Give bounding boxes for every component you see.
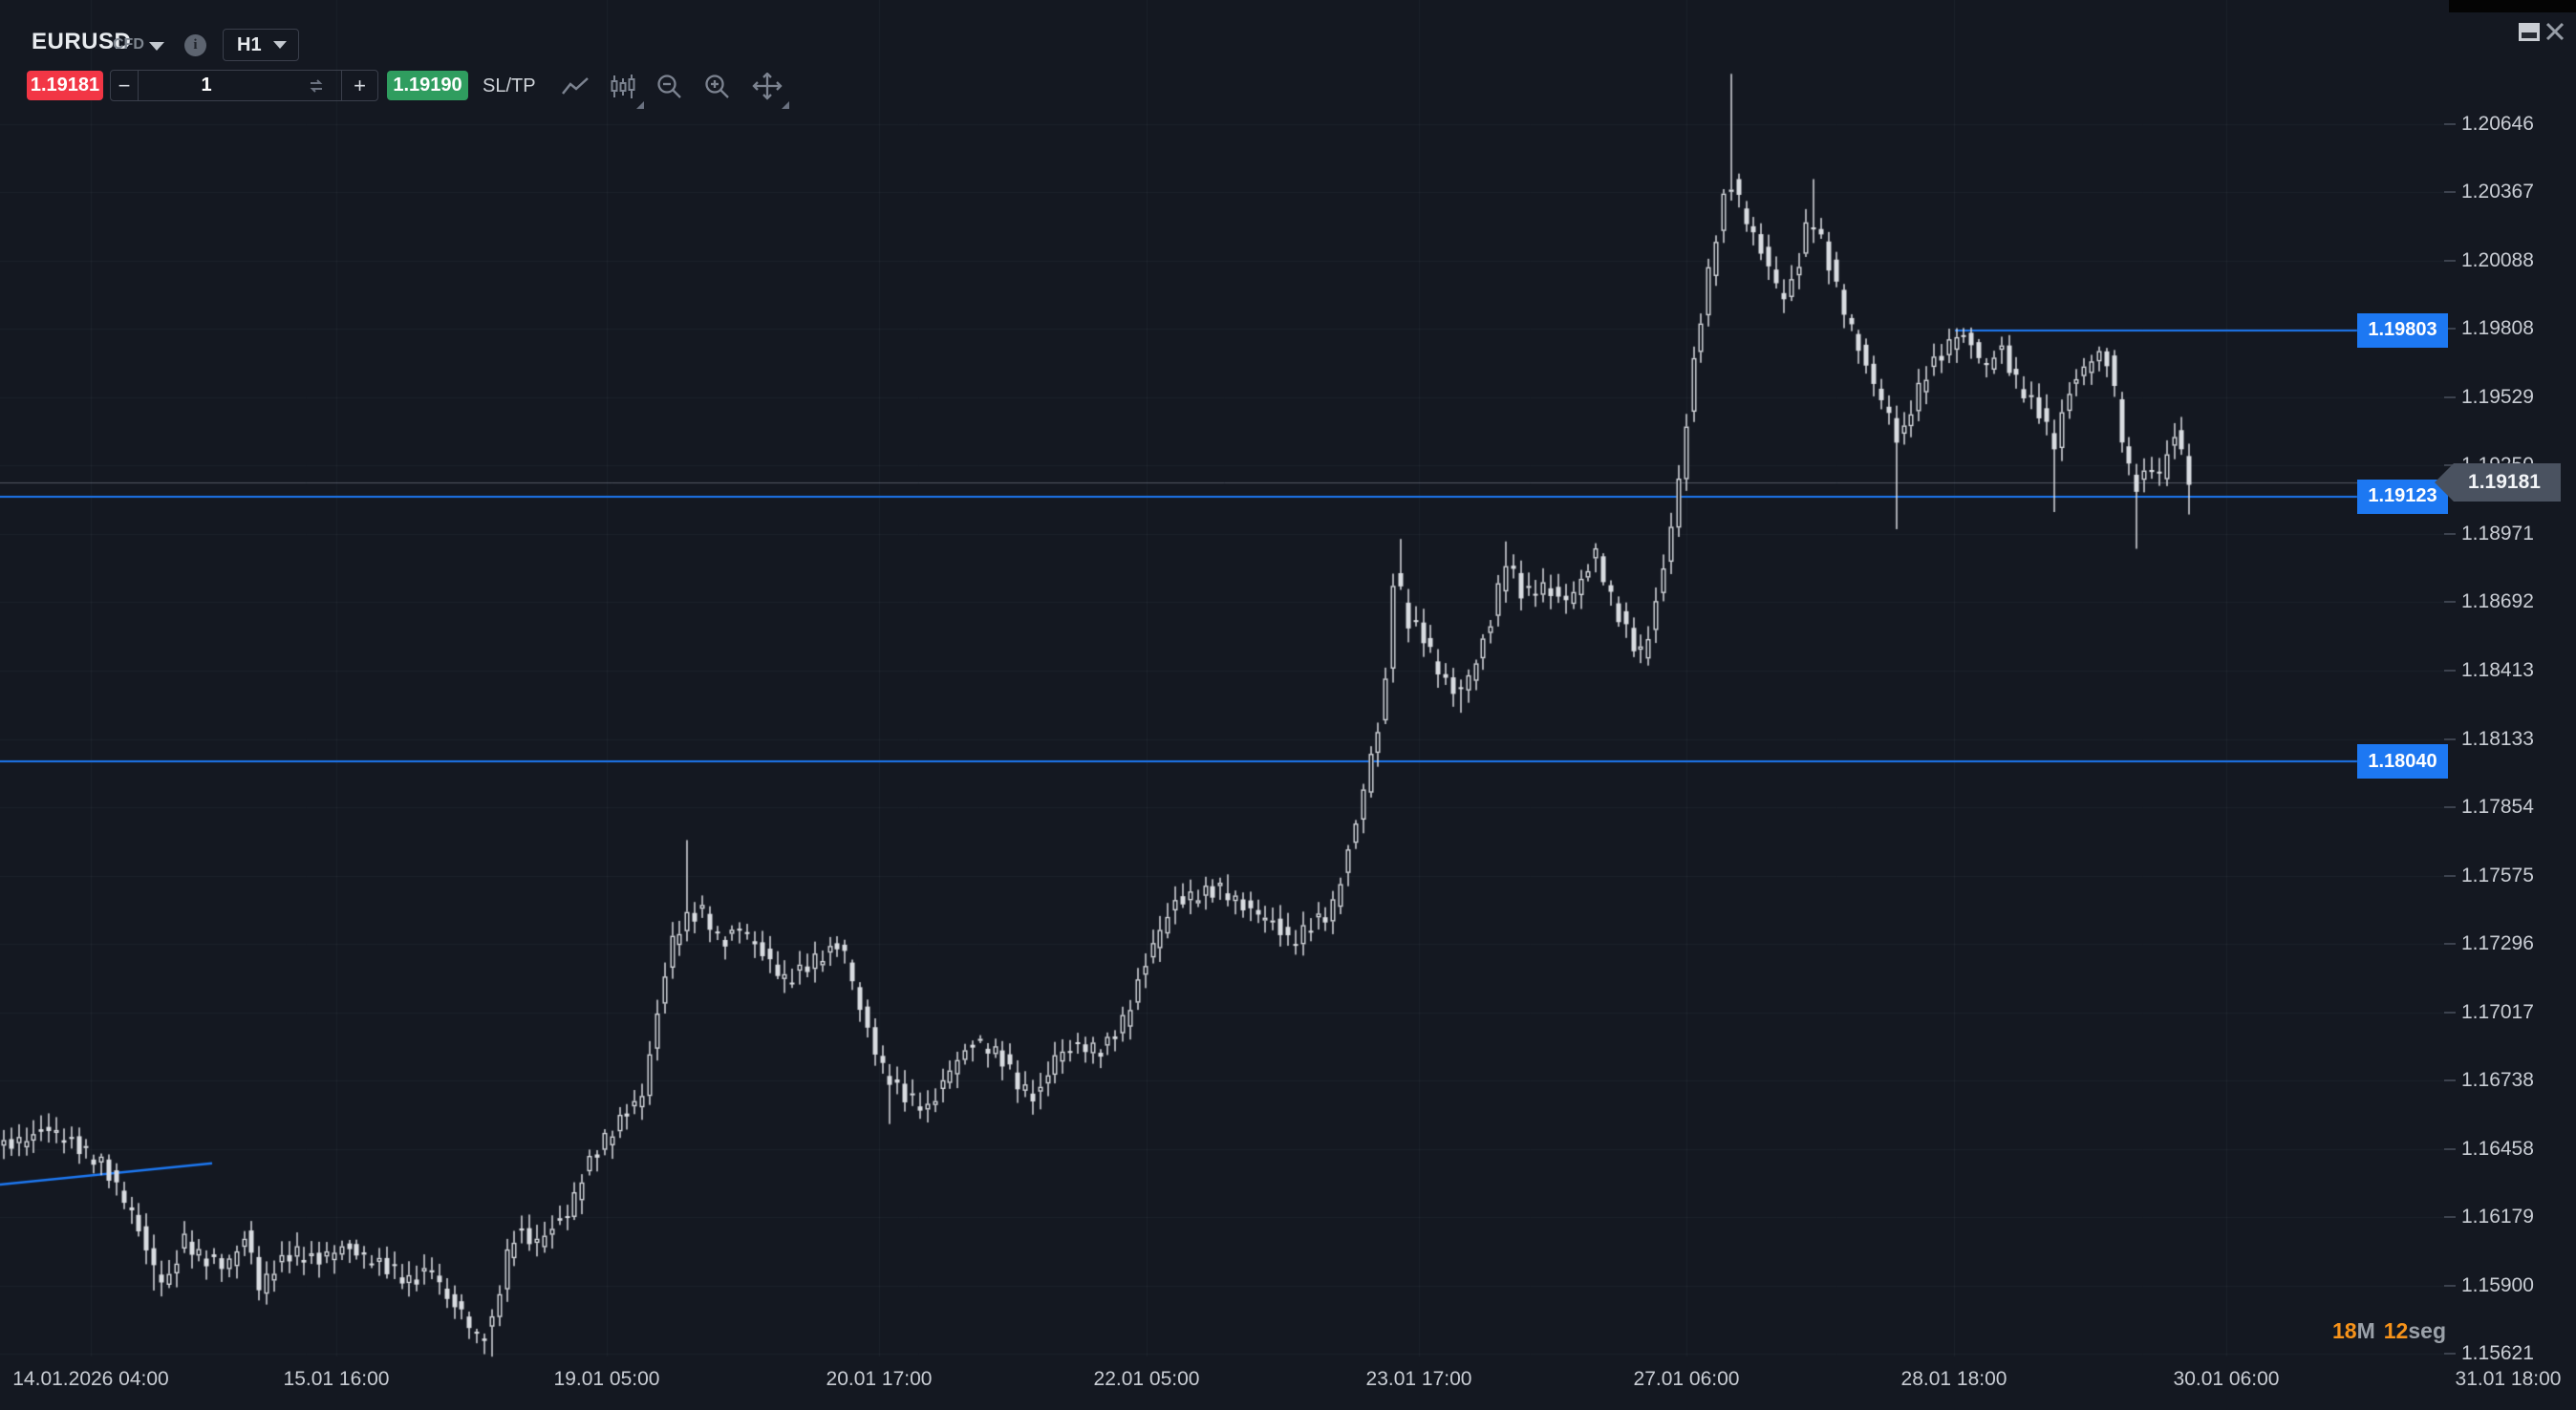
time-axis-label: 20.01 17:00 (826, 1368, 933, 1390)
price-axis-label: 1.18133 (2461, 727, 2534, 750)
timeframe-value: H1 (237, 33, 262, 55)
price-axis-tick (2444, 1353, 2456, 1356)
sltp-label[interactable]: SL/TP (483, 75, 536, 96)
price-axis-tick (2444, 737, 2456, 740)
price-axis-tick (2444, 1011, 2456, 1014)
time-axis-label: 28.01 18:00 (1900, 1368, 2007, 1390)
price-line-label[interactable]: 1.19123 (2357, 479, 2448, 514)
time-axis-label: 19.01 05:00 (553, 1368, 660, 1390)
pan-move-more-icon (782, 101, 789, 109)
buy-button[interactable]: 1.19190 (387, 71, 468, 100)
price-axis-label: 1.17296 (2461, 932, 2534, 955)
sell-button[interactable]: 1.19181 (27, 71, 103, 100)
price-axis-label: 1.20367 (2461, 181, 2534, 203)
price-axis-label: 1.15621 (2461, 1342, 2534, 1365)
price-axis-label: 1.20646 (2461, 112, 2534, 135)
timeframe-chevron-down-icon (273, 41, 287, 49)
price-axis-label: 1.19529 (2461, 385, 2534, 408)
price-axis-label: 1.18692 (2461, 590, 2534, 613)
price-axis-label: 1.18971 (2461, 522, 2534, 545)
countdown-seconds-unit: seg (2408, 1318, 2446, 1343)
price-axis-tick (2444, 806, 2456, 809)
time-axis-label: 23.01 17:00 (1365, 1368, 1472, 1390)
market-type-label: CFD (113, 36, 144, 53)
quantity-stepper[interactable]: − 1 + (110, 70, 378, 101)
price-axis-tick (2444, 669, 2456, 672)
minimize-button[interactable] (2519, 23, 2540, 41)
current-price-badge: 1.19181 (2435, 463, 2561, 502)
chart-canvas[interactable] (0, 0, 2449, 1410)
candle-countdown: 18M 12seg (2198, 1318, 2446, 1344)
candlestick-style-icon[interactable] (607, 73, 644, 109)
price-axis-tick (2444, 1216, 2456, 1219)
price-axis-tick (2444, 1284, 2456, 1287)
trend-line-icon[interactable] (559, 73, 591, 106)
price-axis-label: 1.17854 (2461, 796, 2534, 819)
timeframe-select[interactable]: H1 (223, 29, 299, 61)
price-line-label[interactable]: 1.19803 (2357, 312, 2448, 348)
time-axis-label: 14.01.2026 04:00 (12, 1368, 169, 1390)
price-axis-tick (2444, 601, 2456, 604)
quantity-reset-icon[interactable] (305, 75, 328, 102)
pan-move-icon[interactable] (750, 72, 789, 109)
price-axis-label: 1.17575 (2461, 864, 2534, 887)
price-axis-tick (2444, 328, 2456, 331)
price-axis-label: 1.20088 (2461, 248, 2534, 271)
info-icon[interactable]: i (184, 34, 206, 56)
price-axis-tick (2444, 464, 2456, 467)
price-axis-tick (2444, 874, 2456, 877)
price-axis-label: 1.15900 (2461, 1273, 2534, 1296)
price-axis-label: 1.16179 (2461, 1206, 2534, 1228)
price-axis-tick (2444, 122, 2456, 125)
quantity-decrease-button[interactable]: − (111, 71, 139, 100)
quantity-value[interactable]: 1 (201, 75, 212, 96)
price-axis-label: 1.16738 (2461, 1069, 2534, 1092)
time-axis-label: 30.01 06:00 (2173, 1368, 2280, 1390)
countdown-minutes: 18 (2332, 1318, 2357, 1343)
zoom-out-icon[interactable] (655, 73, 685, 106)
price-axis-label: 1.19808 (2461, 317, 2534, 340)
countdown-seconds: 12 (2383, 1318, 2409, 1343)
close-icon[interactable] (2544, 20, 2566, 48)
zoom-in-icon[interactable] (702, 73, 733, 106)
price-axis-tick (2444, 1079, 2456, 1082)
symbol-name: EURUSD (32, 29, 132, 54)
price-axis-label: 1.16458 (2461, 1137, 2534, 1160)
countdown-minutes-unit: M (2356, 1318, 2375, 1343)
price-line-label[interactable]: 1.18040 (2357, 744, 2448, 780)
time-axis-label: 22.01 05:00 (1093, 1368, 1200, 1390)
price-axis-label: 1.18413 (2461, 658, 2534, 681)
quantity-increase-button[interactable]: + (341, 71, 377, 100)
price-axis-tick (2444, 532, 2456, 535)
price-axis-tick (2444, 395, 2456, 398)
price-axis-tick (2444, 191, 2456, 194)
symbol-chevron-down-icon[interactable] (149, 42, 164, 51)
time-axis-label: 15.01 16:00 (283, 1368, 390, 1390)
price-axis-label: 1.17017 (2461, 1000, 2534, 1023)
price-axis-tick (2444, 943, 2456, 946)
price-axis-tick (2444, 1147, 2456, 1150)
price-axis-tick (2444, 259, 2456, 262)
time-axis-label: 31.01 18:00 (2455, 1368, 2562, 1390)
time-axis-label: 27.01 06:00 (1633, 1368, 1740, 1390)
candlestick-style-more-icon (636, 101, 644, 109)
